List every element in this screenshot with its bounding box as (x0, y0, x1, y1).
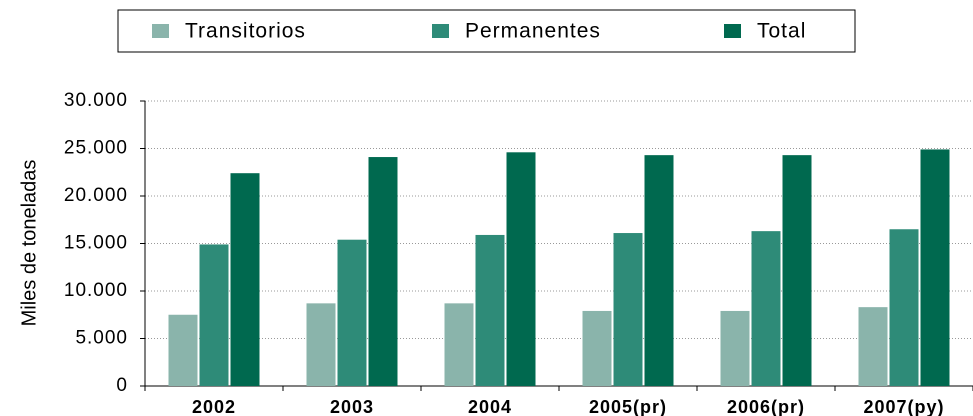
bar (506, 152, 536, 386)
y-tick-label: 30.000 (64, 90, 128, 111)
legend-swatch (152, 24, 169, 38)
x-tick-label: 2006(pr) (727, 397, 805, 416)
bar (751, 231, 781, 386)
legend-label: Permanentes (465, 20, 601, 43)
y-tick-label: 25.000 (64, 138, 128, 159)
bar (889, 229, 919, 386)
bar (475, 234, 505, 386)
bar (613, 233, 643, 386)
legend-swatch (432, 24, 449, 38)
bar (720, 310, 750, 386)
x-tick-label: 2002 (192, 397, 236, 416)
bar (168, 314, 198, 386)
x-tick-label: 2004 (468, 397, 512, 416)
bar (444, 303, 474, 386)
legend-swatch (724, 24, 741, 38)
x-tick-label: 2005(pr) (589, 397, 667, 416)
x-tick-label: 2003 (330, 397, 374, 416)
bar (306, 303, 336, 386)
bar (368, 157, 398, 386)
y-tick-label: 20.000 (64, 185, 128, 206)
bar (337, 239, 367, 386)
x-tick-label: 2007(py) (863, 397, 944, 416)
bar (782, 155, 812, 386)
bar (858, 307, 888, 386)
y-tick-label: 15.000 (64, 233, 128, 254)
y-tick-label: 10.000 (64, 280, 128, 301)
legend-label: Total (757, 20, 806, 43)
y-axis-label: Miles de toneladas (18, 160, 40, 327)
bar (582, 310, 612, 386)
legend-label: Transitorios (185, 20, 306, 43)
bar (230, 173, 260, 386)
y-tick-label: 0 (116, 375, 128, 396)
bar (199, 244, 229, 386)
y-tick-label: 5.000 (75, 328, 128, 349)
bar (920, 149, 950, 386)
bar (644, 155, 674, 386)
